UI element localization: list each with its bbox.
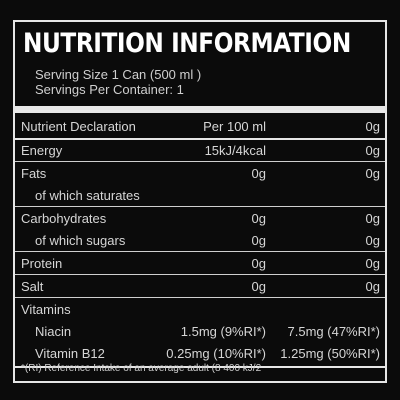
row-label: of which sugars [35,233,126,248]
row-per-100ml: 0g [251,211,266,226]
servings-per-container: Servings Per Container: 1 [35,82,184,97]
row-per-serving: 7.5mg (47%RI*) [287,324,380,339]
table-row: Energy 15kJ/4kcal 0g [15,139,385,161]
row-per-100ml: 0g [251,279,266,294]
row-per-serving: 0g [365,233,380,248]
table-row: Niacin 1.5mg (9%RI*) 7.5mg (47%RI*) [15,320,385,342]
row-per-100ml: 0.25mg (10%RI*) [166,346,266,361]
row-per-serving: 1.25mg (50%RI*) [280,346,380,361]
row-per-100ml: 0g [251,256,266,271]
table-row: Vitamins [15,298,385,320]
row-per-100ml: 0g [251,166,266,181]
row-per-serving: 0g [365,211,380,226]
row-label: of which saturates [35,188,140,203]
row-per-100ml: 15kJ/4kcal [204,143,266,158]
table-row: Salt 0g 0g [15,275,385,297]
header-per-serving: 0g [365,119,380,134]
thick-divider [15,106,385,113]
row-label: Vitamin B12 [35,346,105,361]
table-row: Protein 0g 0g [15,252,385,274]
header-divider [15,138,385,140]
row-divider [15,206,385,207]
table-row: of which saturates [15,184,385,206]
row-per-100ml: 1.5mg (9%RI*) [180,324,266,339]
nutrition-panel: NUTRITION INFORMATION Serving Size 1 Can… [13,20,387,383]
table-header-row: Nutrient Declaration Per 100 ml 0g [15,115,385,137]
table-row: of which sugars 0g 0g [15,229,385,251]
header-nutrient: Nutrient Declaration [21,119,136,134]
row-per-serving: 0g [365,256,380,271]
table-row: Carbohydrates 0g 0g [15,207,385,229]
serving-size: Serving Size 1 Can (500 ml ) [35,67,202,82]
row-label: Fats [21,166,47,181]
table-row: Vitamin B12 0.25mg (10%RI*) 1.25mg (50%R… [15,342,385,364]
row-per-serving: 0g [365,143,380,158]
row-per-100ml: 0g [251,233,266,248]
row-divider [15,251,385,252]
row-label: Niacin [35,324,72,339]
row-divider [15,274,385,275]
row-label: Vitamins [21,302,71,317]
row-per-serving: 0g [365,166,380,181]
row-label: Protein [21,256,63,271]
row-label: Energy [21,143,63,158]
footnote: *(RI) Reference Intake of an average adu… [21,363,262,374]
row-per-serving: 0g [365,279,380,294]
row-divider [15,161,385,162]
panel-title: NUTRITION INFORMATION [23,28,351,59]
table-row: Fats 0g 0g [15,162,385,184]
row-label: Salt [21,279,44,294]
header-per-100ml: Per 100 ml [203,119,266,134]
serving-info: Serving Size 1 Can (500 ml ) Servings Pe… [35,67,201,97]
row-label: Carbohydrates [21,211,107,226]
row-divider [15,297,385,298]
footer-divider [15,366,385,368]
